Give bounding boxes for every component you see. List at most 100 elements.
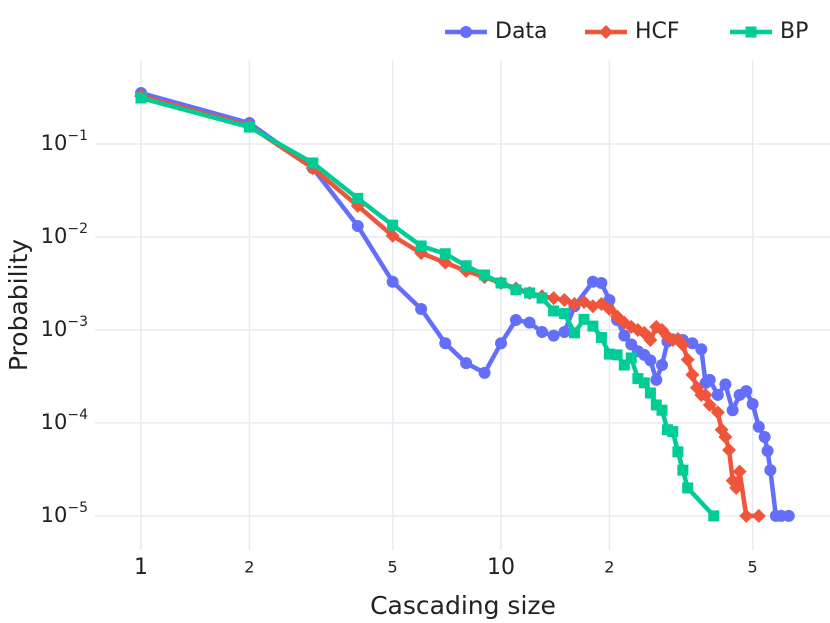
marker [632,373,644,385]
marker [509,313,522,326]
marker [135,92,147,104]
marker [667,426,679,438]
marker [732,464,747,479]
marker [625,352,637,364]
marker [524,287,536,299]
marker [439,337,452,350]
marker [710,405,725,420]
marker [643,332,658,347]
marker [726,404,739,417]
marker [656,404,668,416]
marker [677,464,689,476]
x-tick-label: 10 [487,555,515,580]
marker [650,399,662,411]
marker [385,228,400,243]
series [135,92,720,522]
x-tick-label: 2 [604,558,614,577]
marker [702,397,717,412]
legend-label: HCF [635,19,680,44]
marker [415,302,428,315]
y-tick-base: 10 [41,503,68,527]
marker [460,26,472,38]
y-axis-title: Probability [4,239,33,371]
marker [782,509,795,522]
marker [351,220,364,233]
marker [698,387,713,402]
marker [745,26,757,38]
marker [548,305,560,317]
y-tick-exponent: −2 [67,221,88,237]
legend-label: Data [495,19,548,44]
marker [243,121,255,133]
marker [729,480,744,495]
y-tick-base: 10 [41,410,68,434]
marker [307,157,319,169]
marker [387,219,399,231]
marker [682,482,694,494]
marker [460,357,473,370]
legend-label: BP [780,19,808,44]
marker [557,292,572,307]
marker [751,508,766,523]
marker [703,373,716,386]
marker [479,269,491,281]
y-tick-label: 10−2 [41,221,88,248]
y-tick-base: 10 [41,317,68,341]
y-tick-exponent: −1 [67,128,88,144]
marker [558,308,570,320]
marker [764,464,777,477]
marker [680,352,695,367]
series-line [140,90,789,519]
marker [523,316,536,329]
y-tick-exponent: −5 [67,500,88,516]
marker [638,377,650,389]
marker [740,385,753,398]
marker [587,320,599,332]
marker [386,275,399,288]
y-tick-label: 10−3 [41,314,88,341]
x-axis-title: Cascading size [370,591,556,620]
grid [95,60,830,550]
marker [352,192,364,204]
x-tick-label: 5 [748,558,758,577]
marker [675,337,690,352]
y-tick-exponent: −3 [67,314,88,330]
marker [746,397,759,410]
series [135,87,795,522]
marker [656,358,669,371]
x-tick-label: 2 [244,558,254,577]
marker [510,284,522,296]
marker [546,291,561,306]
series-line [140,95,716,518]
y-tick-label: 10−5 [41,500,88,527]
marker [711,388,724,401]
marker [752,420,765,433]
y-tick-label: 10−1 [41,128,88,155]
marker [618,329,631,342]
series [134,89,766,523]
marker [415,240,427,252]
marker [686,337,699,350]
marker [718,429,733,444]
marker [611,349,623,361]
y-tick-base: 10 [41,131,68,155]
marker [644,354,657,367]
marker [460,260,472,272]
marker [567,297,582,312]
marker [595,331,607,343]
marker [495,277,507,289]
marker [719,378,732,391]
y-tick-base: 10 [41,224,68,248]
marker [536,326,549,339]
marker [618,359,630,371]
marker [569,327,581,339]
marker [708,510,720,522]
marker [761,444,774,457]
marker [758,430,771,443]
x-tick-label: 5 [388,558,398,577]
marker [599,25,613,39]
marker [478,366,491,379]
marker [602,301,617,316]
x-tick-label: 1 [134,555,148,580]
